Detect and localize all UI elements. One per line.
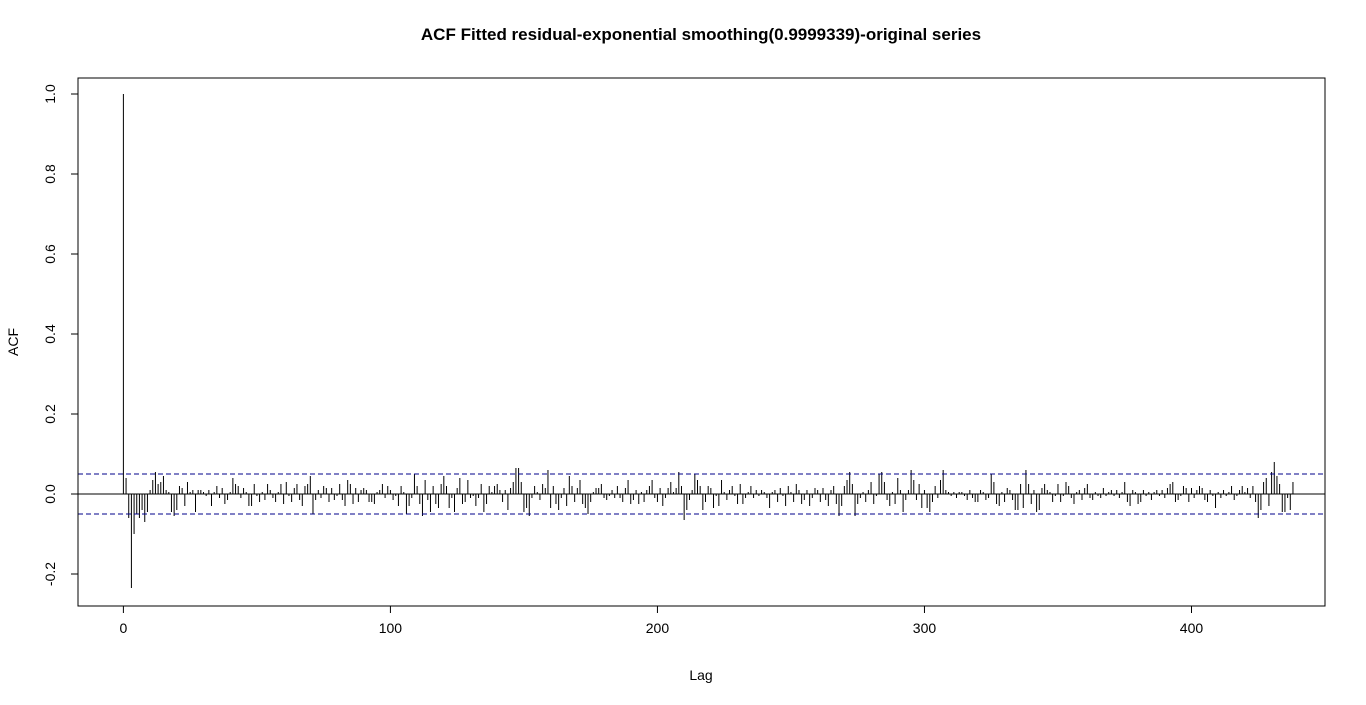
y-tick-label: 0.0 <box>42 484 58 504</box>
x-tick-label: 0 <box>119 620 127 636</box>
y-tick-label: 1.0 <box>42 84 58 104</box>
x-tick-label: 300 <box>913 620 937 636</box>
x-tick-label: 200 <box>646 620 670 636</box>
y-tick-label: 0.8 <box>42 164 58 184</box>
y-tick-label: 0.4 <box>42 324 58 344</box>
x-axis-label: Lag <box>689 667 712 683</box>
y-axis-label: ACF <box>5 328 21 356</box>
x-tick-label: 100 <box>379 620 403 636</box>
x-axis: 0 100 200 300 400 <box>119 605 1204 636</box>
y-tick-label: 0.6 <box>42 244 58 264</box>
y-tick-label: -0.2 <box>42 562 58 586</box>
y-axis: -0.2 0.0 0.2 0.4 0.6 0.8 1.0 <box>42 84 79 586</box>
x-tick-label: 400 <box>1180 620 1204 636</box>
plot-frame <box>77 77 1326 607</box>
chart-title: ACF Fitted residual-exponential smoothin… <box>421 25 981 44</box>
acf-bars <box>122 94 1294 588</box>
y-tick-label: 0.2 <box>42 404 58 424</box>
